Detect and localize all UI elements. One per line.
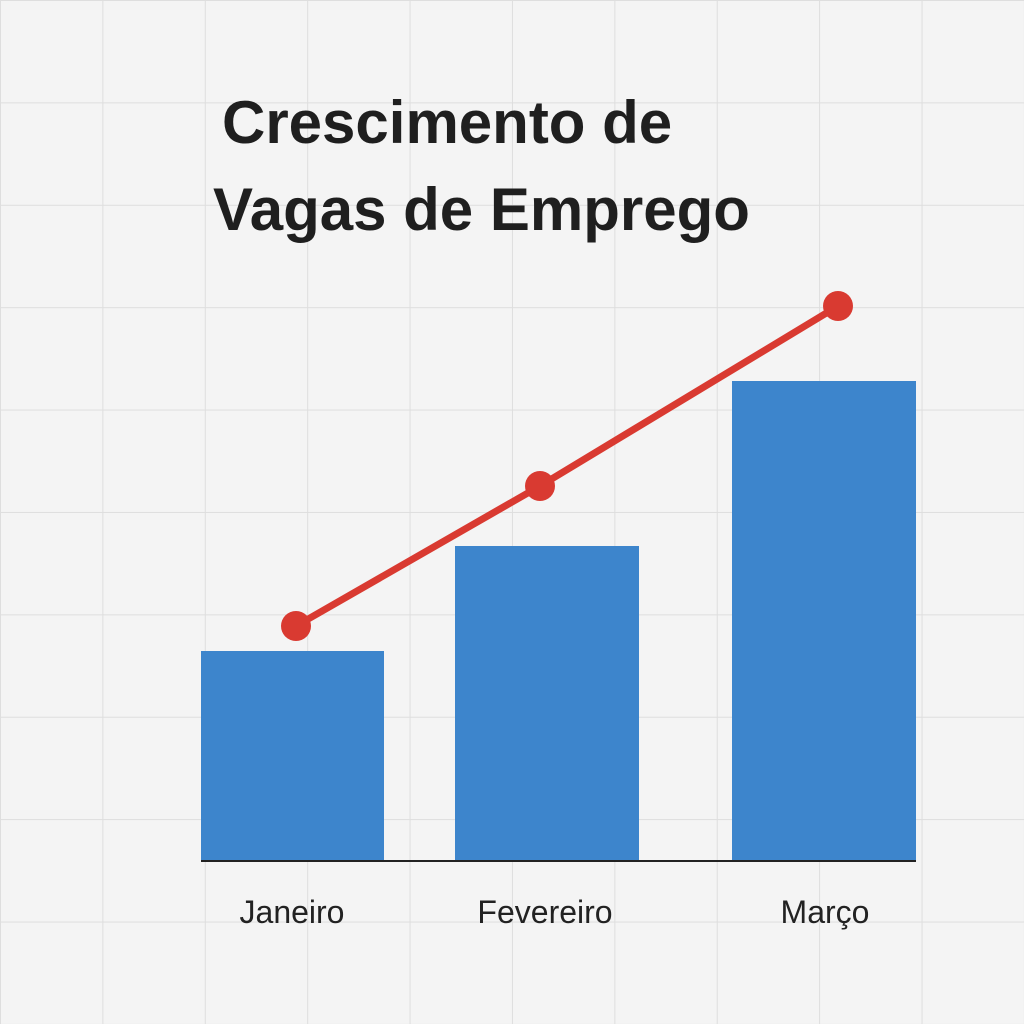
line-point [281, 611, 311, 641]
x-tick-label: Fevereiro [477, 894, 612, 930]
line-point [823, 291, 853, 321]
x-tick-label: Janeiro [240, 894, 345, 930]
chart-title: Vagas de Emprego [213, 176, 750, 243]
line-point [525, 471, 555, 501]
bar [455, 546, 639, 861]
bar [732, 381, 916, 861]
chart-title: Crescimento de [222, 89, 672, 156]
x-tick-label: Março [781, 894, 870, 930]
bar [201, 651, 384, 861]
